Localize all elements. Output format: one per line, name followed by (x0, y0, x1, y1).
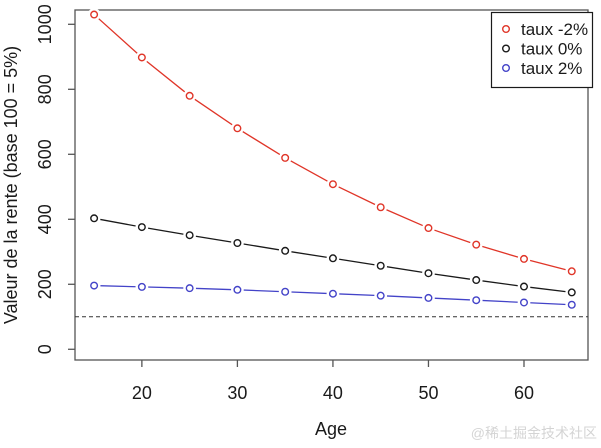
legend: taux -2%taux 0%taux 2% (490, 11, 594, 89)
data-point-marker (233, 124, 242, 133)
axis-layer: 0 200 400 600 800 1000 20 30 40 50 60 (35, 4, 534, 403)
y-tick-label: 800 (35, 74, 55, 104)
data-point-marker (233, 285, 242, 294)
x-tick-label: 40 (323, 383, 343, 403)
legend-entry-label: taux -2% (521, 20, 588, 39)
x-tick-label: 50 (418, 383, 438, 403)
legend-marker-icon (502, 44, 511, 53)
legend-entry-label: taux 2% (521, 59, 582, 78)
y-tick-label: 1000 (35, 4, 55, 44)
data-point-marker (281, 153, 290, 162)
data-point-marker (137, 282, 146, 291)
y-tick-label: 600 (35, 139, 55, 169)
data-point-marker (185, 91, 194, 100)
data-point-marker (472, 296, 481, 305)
x-tick-label: 30 (227, 383, 247, 403)
data-point-marker (137, 53, 146, 62)
watermark: @稀土掘金技术社区 (471, 425, 597, 441)
data-point-marker (376, 203, 385, 212)
data-point-marker (90, 214, 99, 223)
data-point-marker (472, 240, 481, 249)
data-point-marker (519, 298, 528, 307)
data-point-marker (472, 276, 481, 285)
x-axis-title: Age (315, 419, 347, 439)
data-point-marker (185, 284, 194, 293)
data-point-marker (281, 287, 290, 296)
plot-border (74, 9, 589, 361)
y-tick-label: 400 (35, 204, 55, 234)
y-axis-title: Valeur de la rente (base 100 = 5%) (1, 46, 21, 324)
legend-marker-icon (502, 63, 511, 72)
data-point-marker (519, 282, 528, 291)
y-tick-label: 200 (35, 269, 55, 299)
data-point-marker (376, 261, 385, 270)
data-point-marker (90, 281, 99, 290)
data-point-marker (328, 289, 337, 298)
data-point-marker (185, 231, 194, 240)
data-point-marker (519, 254, 528, 263)
data-point-marker (567, 300, 576, 309)
data-point-marker (281, 246, 290, 255)
data-point-marker (137, 223, 146, 232)
data-point-marker (424, 293, 433, 302)
data-point-marker (567, 288, 576, 297)
data-point-marker (328, 180, 337, 189)
series-layer (87, 8, 579, 312)
y-tick-label: 0 (35, 344, 55, 354)
data-point-marker (376, 291, 385, 300)
data-point-marker (424, 224, 433, 233)
x-tick-label: 60 (514, 383, 534, 403)
data-point-marker (567, 267, 576, 276)
legend-entry-label: taux 0% (521, 40, 582, 59)
plot-area (74, 9, 589, 361)
x-tick-label: 20 (132, 383, 152, 403)
legend-marker-icon (502, 25, 511, 34)
data-point-marker (424, 269, 433, 278)
data-point-marker (328, 254, 337, 263)
data-point-marker (90, 10, 99, 19)
data-point-marker (233, 239, 242, 248)
